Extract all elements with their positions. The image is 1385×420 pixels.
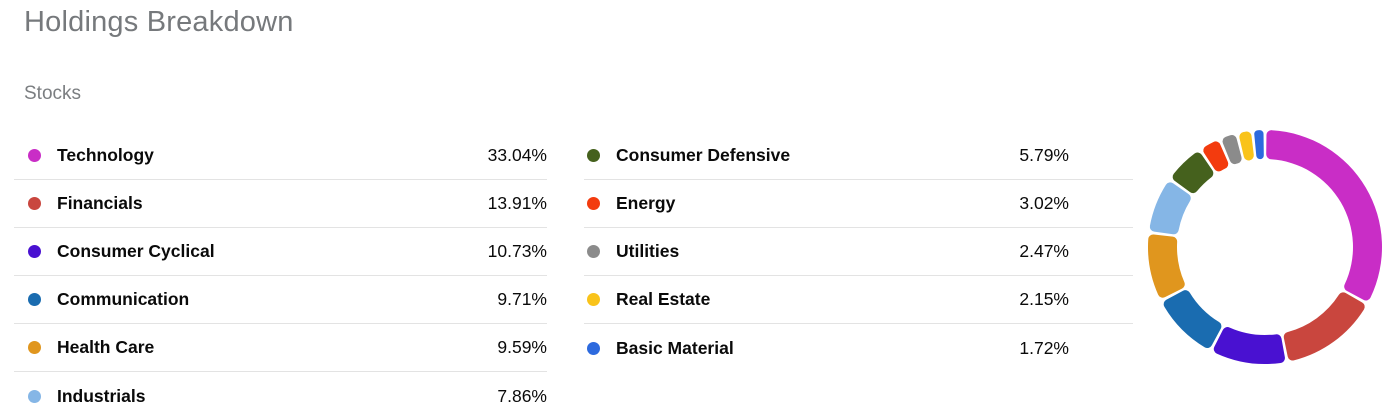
donut-segment-energy[interactable]	[1203, 141, 1229, 172]
legend-row: Utilities 2.47%	[584, 228, 1133, 276]
sector-percent: 10.73%	[487, 241, 547, 261]
sector-color-dot	[28, 149, 41, 162]
legend-row: Communication 9.71%	[14, 276, 547, 324]
sector-percent: 33.04%	[487, 145, 547, 165]
donut-segment-technology[interactable]	[1266, 130, 1383, 301]
donut-segment-consumer-cyclical[interactable]	[1213, 327, 1285, 365]
sector-percent: 7.86%	[497, 385, 547, 406]
sector-color-dot	[587, 149, 600, 162]
sector-label: Real Estate	[616, 289, 711, 309]
sector-label: Basic Material	[616, 337, 734, 358]
sector-label: Consumer Cyclical	[57, 241, 215, 261]
sector-label: Technology	[57, 145, 154, 165]
sector-label: Communication	[57, 289, 190, 309]
legend-row: Energy 3.02%	[584, 180, 1133, 228]
donut-segment-communication[interactable]	[1163, 290, 1222, 349]
legend-row: Health Care 9.59%	[14, 324, 547, 372]
sector-label: Consumer Defensive	[616, 145, 791, 165]
sector-percent: 5.79%	[1019, 145, 1069, 165]
legend-row: Basic Material 1.72%	[584, 324, 1133, 372]
sector-color-dot	[587, 341, 600, 355]
sector-percent: 2.15%	[1019, 289, 1069, 309]
page-title: Holdings Breakdown	[24, 6, 294, 38]
sector-percent: 13.91%	[487, 193, 547, 213]
sector-color-dot	[587, 245, 600, 258]
sector-percent: 2.47%	[1019, 241, 1069, 261]
sector-color-dot	[28, 245, 41, 258]
donut-segment-basic-material[interactable]	[1254, 130, 1264, 160]
donut-segment-real-estate[interactable]	[1239, 131, 1254, 161]
sector-percent: 1.72%	[1019, 337, 1069, 358]
section-subtitle: Stocks	[24, 83, 82, 104]
donut-segment-industrials[interactable]	[1149, 182, 1191, 235]
legend-row: Technology 33.04%	[14, 132, 547, 180]
sector-label: Health Care	[57, 337, 155, 357]
sector-label: Financials	[57, 193, 143, 213]
sector-color-dot	[587, 197, 600, 210]
donut-segment-utilities[interactable]	[1222, 135, 1242, 165]
sector-percent: 3.02%	[1019, 193, 1069, 213]
sector-color-dot	[587, 293, 600, 306]
legend-row: Industrials 7.86%	[14, 372, 547, 420]
sector-percent: 9.59%	[497, 337, 547, 357]
legend-row: Real Estate 2.15%	[584, 276, 1133, 324]
donut-segment-financials[interactable]	[1283, 292, 1365, 361]
legend-row: Consumer Cyclical 10.73%	[14, 228, 547, 276]
holdings-donut-chart	[1147, 130, 1383, 365]
sector-percent: 9.71%	[497, 289, 547, 309]
sector-color-dot	[28, 293, 41, 306]
sector-color-dot	[28, 389, 41, 403]
legend-row: Consumer Defensive 5.79%	[584, 132, 1133, 180]
sector-label: Energy	[616, 193, 676, 213]
legend-row: Financials 13.91%	[14, 180, 547, 228]
sector-label: Industrials	[57, 385, 146, 406]
legend-column-right: Consumer Defensive 5.79% Energy 3.02% Ut…	[584, 132, 1133, 372]
sector-color-dot	[28, 341, 41, 354]
donut-segment-health-care[interactable]	[1147, 234, 1185, 298]
sector-label: Utilities	[616, 241, 680, 261]
legend-column-left: Technology 33.04% Financials 13.91% Cons…	[14, 132, 547, 420]
donut-segment-consumer-defensive[interactable]	[1172, 152, 1214, 194]
sector-color-dot	[28, 197, 41, 210]
